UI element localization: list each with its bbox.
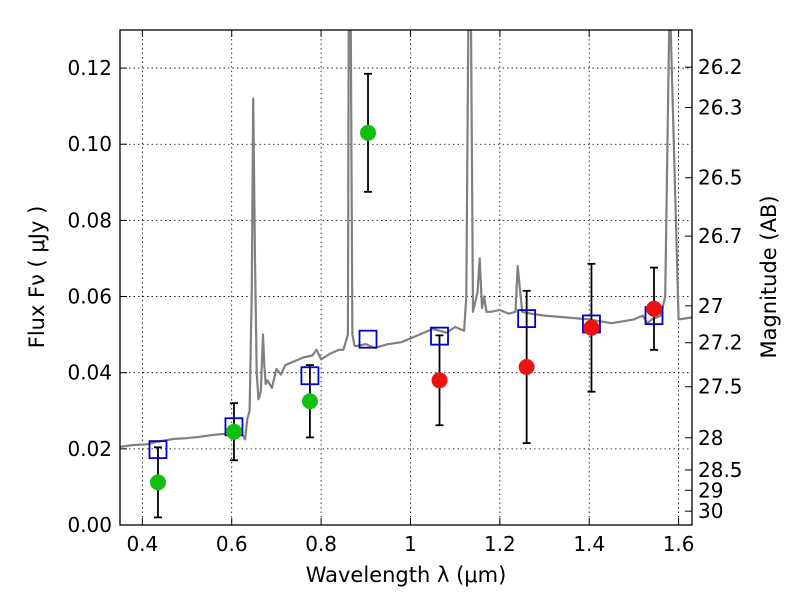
y-tick-label: 0.10 xyxy=(67,132,112,156)
y-tick-label: 0.04 xyxy=(67,361,112,385)
x-tick-label: 0.4 xyxy=(126,532,158,556)
y-axis-label: Flux Fν ( μJy ) xyxy=(25,206,49,349)
green-data-point xyxy=(149,474,166,491)
mag-tick-label: 26.7 xyxy=(698,224,743,248)
mag-tick-label: 28.5 xyxy=(698,458,743,482)
x-axis-label: Wavelength λ (μm) xyxy=(306,563,507,587)
model-square-point xyxy=(300,366,320,386)
x-tick-label: 1.2 xyxy=(484,532,516,556)
mag-tick-label: 27 xyxy=(698,294,723,318)
x-tick-label: 1 xyxy=(404,532,417,556)
y-tick-label: 0.06 xyxy=(67,285,112,309)
mag-tick-label: 29 xyxy=(698,478,723,502)
red-data-point xyxy=(431,372,448,389)
mag-tick-label: 27.5 xyxy=(698,375,743,399)
model-square-point xyxy=(430,326,449,346)
y2-axis-label: Magnitude (AB) xyxy=(757,195,781,358)
mag-tick-label: 26.5 xyxy=(698,166,743,190)
x-tick-label: 0.6 xyxy=(216,532,248,556)
mag-tick-label: 26.2 xyxy=(698,55,743,79)
y-tick-label: 0.08 xyxy=(67,208,112,232)
red-data-point xyxy=(646,300,663,317)
mag-tick-label: 30 xyxy=(698,499,723,523)
mag-tick-label: 27.2 xyxy=(698,331,743,355)
y-tick-label: 0.00 xyxy=(67,513,112,537)
grid-lines xyxy=(120,30,692,526)
ticks-layer xyxy=(120,30,692,526)
marker-layer xyxy=(148,124,664,491)
green-data-point xyxy=(301,393,318,410)
x-tick-label: 0.8 xyxy=(305,532,337,556)
model-square-point xyxy=(517,309,537,329)
red-data-point xyxy=(518,358,535,375)
x-tick-label: 1.4 xyxy=(573,532,605,556)
green-data-point xyxy=(225,423,242,440)
tick-labels-layer: 0.4 0.6 0.8 1 1.2 1.4 1.6 0.00 0.02 0.04 0.06 0.08 0… xyxy=(67,55,742,556)
y-tick-label: 0.02 xyxy=(67,437,112,461)
green-data-point xyxy=(360,124,377,141)
red-data-point xyxy=(583,319,600,336)
plot-frame xyxy=(119,29,693,526)
model-square-point xyxy=(148,440,168,460)
x-tick-label: 1.6 xyxy=(663,532,695,556)
mag-tick-label: 26.3 xyxy=(698,95,743,119)
mag-tick-label: 28 xyxy=(698,426,723,450)
model-square-point xyxy=(358,329,378,349)
plot-background xyxy=(120,30,692,525)
y-tick-label: 0.12 xyxy=(67,56,112,80)
